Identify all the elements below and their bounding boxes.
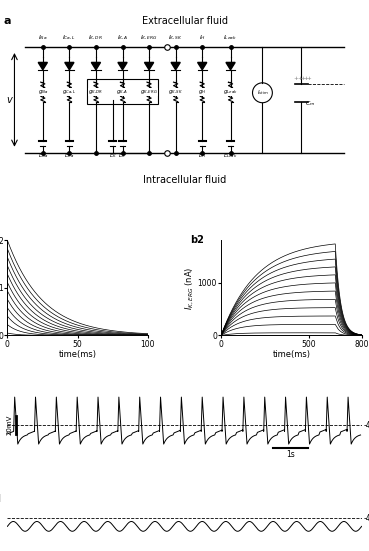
Text: $I_{K,DR}$: $I_{K,DR}$ [89, 34, 103, 42]
Text: $g_{K,DR}$: $g_{K,DR}$ [88, 88, 104, 95]
Text: $E_H$: $E_H$ [198, 152, 206, 160]
Y-axis label: $I_{K,ERG}$ (nA): $I_{K,ERG}$ (nA) [184, 266, 196, 310]
Text: $g_{Leak}$: $g_{Leak}$ [223, 88, 238, 96]
Text: +: + [300, 77, 305, 82]
Polygon shape [118, 62, 127, 70]
Text: $g_{K,SK}$: $g_{K,SK}$ [168, 88, 183, 95]
X-axis label: time(ms): time(ms) [59, 350, 97, 359]
Text: 20mV: 20mV [7, 415, 13, 435]
Text: $g_H$: $g_H$ [198, 88, 206, 96]
Text: $E_K$: $E_K$ [118, 152, 127, 160]
Text: $I_H$: $I_H$ [199, 34, 206, 42]
Polygon shape [38, 62, 47, 70]
Text: Intracellular fluid: Intracellular fluid [143, 175, 226, 185]
Text: b2: b2 [190, 235, 204, 246]
Text: $I_{Na}$: $I_{Na}$ [38, 34, 48, 42]
Text: Extracellular fluid: Extracellular fluid [141, 17, 228, 26]
Text: -40mV: -40mV [363, 514, 369, 523]
Polygon shape [92, 62, 100, 70]
Text: $E_{Ca}$: $E_{Ca}$ [64, 152, 75, 160]
Polygon shape [198, 62, 207, 70]
Text: $I_{stim}$: $I_{stim}$ [256, 88, 268, 97]
Polygon shape [171, 62, 180, 70]
Text: -40mV: -40mV [363, 420, 369, 430]
X-axis label: time(ms): time(ms) [272, 350, 310, 359]
Text: $I_{K,A}$: $I_{K,A}$ [117, 34, 128, 42]
Text: +: + [297, 77, 301, 82]
Polygon shape [145, 62, 154, 70]
Text: $g_{Ca,L}$: $g_{Ca,L}$ [62, 88, 77, 95]
Text: $I_{Leak}$: $I_{Leak}$ [223, 34, 238, 42]
Text: $g_{Na}$: $g_{Na}$ [38, 88, 48, 96]
Text: +: + [303, 77, 308, 82]
Text: $g_{K,ERG}$: $g_{K,ERG}$ [140, 88, 158, 95]
Text: $g_{K,A}$: $g_{K,A}$ [116, 88, 129, 95]
Text: $I_{Ca,L}$: $I_{Ca,L}$ [62, 34, 76, 42]
Text: $E_{Leak}$: $E_{Leak}$ [223, 152, 238, 160]
Text: $C_m$: $C_m$ [305, 99, 315, 108]
Text: $E_K$: $E_K$ [108, 152, 117, 160]
Text: a: a [4, 17, 11, 26]
Text: $E_{Na}$: $E_{Na}$ [38, 152, 48, 160]
Text: $I_{K,ERG}$: $I_{K,ERG}$ [140, 34, 158, 42]
Text: +: + [294, 77, 299, 82]
Polygon shape [65, 62, 74, 70]
Polygon shape [226, 62, 235, 70]
Text: +: + [307, 77, 311, 82]
Text: 1s: 1s [286, 450, 295, 460]
Text: $I_{K,SK}$: $I_{K,SK}$ [168, 34, 183, 42]
Text: v: v [6, 95, 12, 105]
